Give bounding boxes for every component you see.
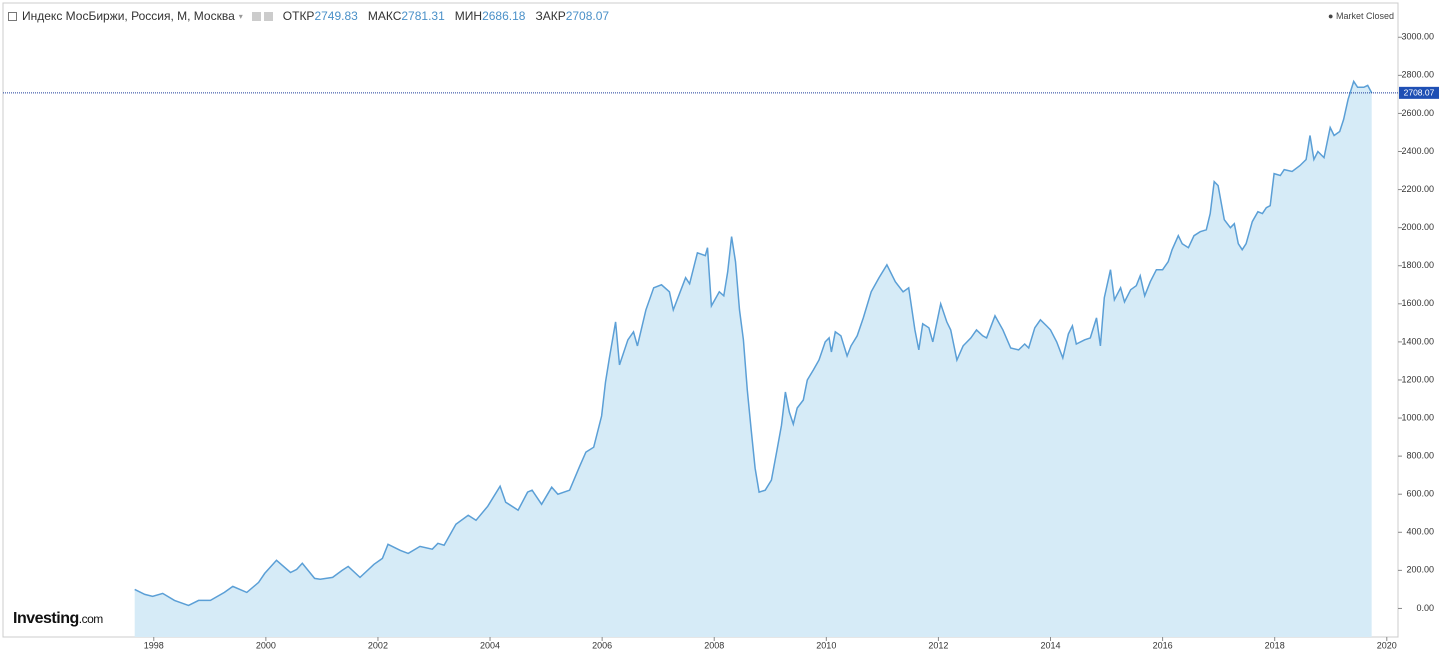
y-tick-label: 200.00 <box>1406 565 1434 575</box>
y-tick-label: 2600.00 <box>1401 108 1434 118</box>
y-tick-label: 1800.00 <box>1401 260 1434 270</box>
ohlc-value: 2749.83 <box>314 9 358 23</box>
dropdown-arrow[interactable]: ▾ <box>238 11 243 21</box>
status-text: Market Closed <box>1335 11 1394 21</box>
logo: Investing.com <box>13 610 103 628</box>
y-tick-label: 1400.00 <box>1401 336 1434 346</box>
header: Индекс МосБиржи, Россия, М, Москва ▾ ОТК… <box>8 9 609 23</box>
x-tick-label: 2000 <box>256 640 276 650</box>
x-tick-label: 1998 <box>144 640 164 650</box>
ohlc-label: МАКС <box>367 9 402 23</box>
x-tick-label: 2004 <box>480 640 500 650</box>
settings-icon[interactable] <box>251 11 261 21</box>
ohlc-value: 2708.07 <box>565 9 610 23</box>
x-tick-label: 2014 <box>1040 640 1060 650</box>
y-tick-label: 2200.00 <box>1401 184 1434 194</box>
brand: Investing <box>13 610 79 627</box>
y-tick-label: 2000.00 <box>1401 222 1434 232</box>
x-tick-label: 2016 <box>1153 640 1173 650</box>
x-tick-label: 2020 <box>1377 640 1397 650</box>
y-tick-label: 1200.00 <box>1401 374 1434 384</box>
ohlc-value: 2781.31 <box>401 9 445 23</box>
x-tick-label: 2008 <box>704 640 724 650</box>
ohlc-label: МИН <box>454 9 483 23</box>
y-tick-label: 800.00 <box>1406 451 1434 461</box>
close-icon[interactable] <box>263 11 273 21</box>
ohlc-label: ОТКР <box>282 9 315 23</box>
y-tick-label: 2400.00 <box>1401 146 1434 156</box>
y-tick-label: 2800.00 <box>1401 70 1434 80</box>
x-tick-label: 2002 <box>368 640 388 650</box>
x-tick-label: 2006 <box>592 640 612 650</box>
brand-suffix: .com <box>78 612 104 626</box>
close-label: 2708.07 <box>1404 88 1435 98</box>
ohlc-label: ЗАКР <box>535 9 566 23</box>
x-tick-label: 2010 <box>816 640 836 650</box>
x-tick-label: 2018 <box>1265 640 1285 650</box>
y-tick-label: 3000.00 <box>1401 32 1434 42</box>
collapse-icon[interactable] <box>8 11 17 21</box>
chart-title: Индекс МосБиржи, Россия, М, Москва <box>22 9 235 23</box>
y-tick-label: 0.00 <box>1416 603 1434 613</box>
close-marker <box>1399 86 1439 99</box>
ohlc-value: 2686.18 <box>482 9 526 23</box>
y-tick-label: 400.00 <box>1406 527 1434 537</box>
y-tick-label: 1000.00 <box>1401 412 1434 422</box>
y-tick-label: 1600.00 <box>1401 298 1434 308</box>
ohlc: ОТКР2749.83 МАКС2781.31 МИН2686.18 ЗАКР2708… <box>273 9 609 23</box>
market-status: ● Market Closed <box>1328 11 1394 21</box>
price-line <box>134 79 1373 607</box>
area-fill <box>134 81 1372 637</box>
x-tick-label: 2012 <box>928 640 948 650</box>
y-tick-label: 600.00 <box>1406 489 1434 499</box>
